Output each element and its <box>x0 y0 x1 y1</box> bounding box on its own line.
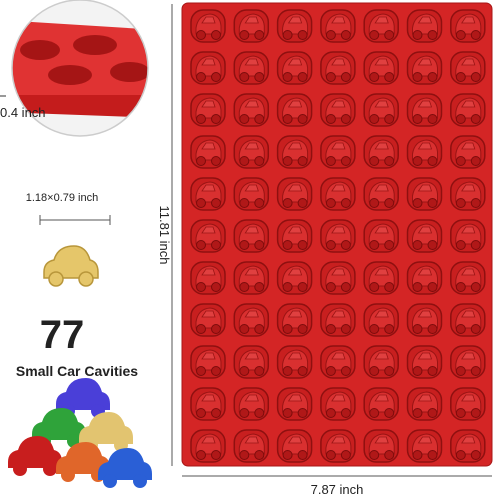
cavity <box>363 345 399 379</box>
piece-size-label: 1.18×0.79 inch <box>26 192 98 204</box>
cavity <box>320 387 356 421</box>
cavity <box>233 345 270 379</box>
cavity <box>320 51 356 85</box>
cavity <box>450 93 486 127</box>
cavity <box>276 345 313 379</box>
height-label: 11.81 inch <box>157 205 172 264</box>
cavity <box>276 387 313 421</box>
cavity <box>276 261 313 295</box>
cavity <box>320 429 356 463</box>
cavity <box>233 261 270 295</box>
cavity <box>363 177 399 211</box>
cavity-grid <box>190 9 486 463</box>
cavity <box>406 93 443 127</box>
red-car <box>8 436 62 476</box>
cavity <box>190 261 226 295</box>
cavity <box>406 261 443 295</box>
cavity <box>320 177 356 211</box>
cavity <box>276 177 313 211</box>
depth-label: 0.4 inch <box>0 105 46 120</box>
cavity <box>450 9 486 43</box>
cavity <box>363 51 399 85</box>
cavity <box>233 51 270 85</box>
cavity <box>190 135 226 169</box>
cavity <box>320 219 356 253</box>
cavity <box>233 303 270 337</box>
cavity <box>233 177 270 211</box>
cavity <box>276 303 313 337</box>
zoom-inset <box>12 0 148 136</box>
cavity <box>406 177 443 211</box>
cavity <box>276 51 313 85</box>
cavity <box>363 303 399 337</box>
cavity <box>320 93 356 127</box>
cavity <box>363 9 399 43</box>
cavity <box>363 93 399 127</box>
cavity <box>450 135 486 169</box>
cavity <box>233 9 270 43</box>
cavity <box>190 219 226 253</box>
cavity <box>450 429 486 463</box>
cavity <box>450 177 486 211</box>
cavity <box>450 261 486 295</box>
cavity <box>320 9 356 43</box>
cavity <box>233 429 270 463</box>
cavity <box>450 345 486 379</box>
cavity <box>406 9 443 43</box>
cavity <box>320 303 356 337</box>
cavity <box>320 345 356 379</box>
cavity <box>406 303 443 337</box>
cavity <box>276 135 313 169</box>
count-caption: Small Car Cavities <box>16 363 138 379</box>
width-label: 7.87 inch <box>311 482 364 497</box>
cavity <box>233 135 270 169</box>
cavity <box>233 93 270 127</box>
cavity <box>190 387 226 421</box>
cavity <box>406 219 443 253</box>
cavity <box>190 51 226 85</box>
cavity <box>406 387 443 421</box>
cavity <box>190 345 226 379</box>
cavity <box>276 429 313 463</box>
cavity <box>190 93 226 127</box>
cavity <box>190 177 226 211</box>
zoom-border <box>11 0 149 137</box>
cavity <box>363 135 399 169</box>
count-number: 77 <box>40 313 85 357</box>
cavity <box>233 387 270 421</box>
cavity <box>320 261 356 295</box>
cavity <box>450 219 486 253</box>
cavity <box>276 219 313 253</box>
cavity <box>363 219 399 253</box>
cavity <box>363 387 399 421</box>
cavity <box>406 135 443 169</box>
cavity <box>233 219 270 253</box>
yellow-car <box>43 245 99 287</box>
cavity <box>363 429 399 463</box>
cavity <box>276 9 313 43</box>
blue-car <box>98 448 152 488</box>
cavity <box>190 303 226 337</box>
cavity <box>450 51 486 85</box>
cavity <box>320 135 356 169</box>
cavity <box>406 429 443 463</box>
cavity <box>276 93 313 127</box>
cavity <box>190 429 226 463</box>
cavity <box>406 51 443 85</box>
cavity <box>406 345 443 379</box>
cavity <box>363 261 399 295</box>
cavity <box>450 387 486 421</box>
cavity <box>450 303 486 337</box>
cavity <box>190 9 226 43</box>
